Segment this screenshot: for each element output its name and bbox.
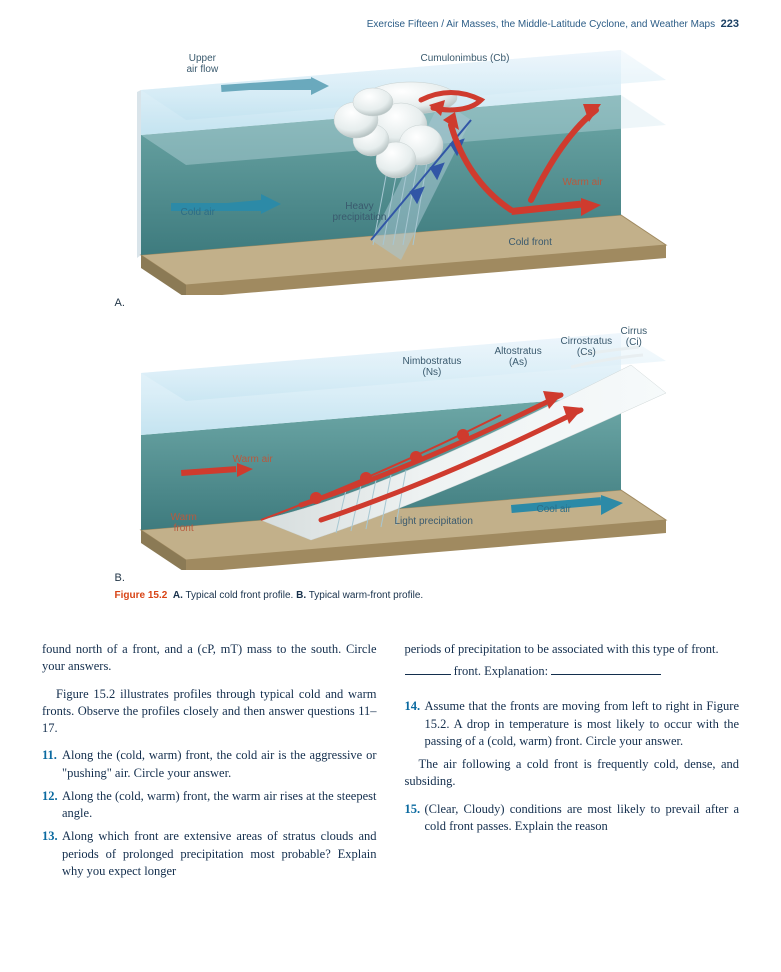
- label-light-precip: Light precipitation: [395, 517, 473, 528]
- page-number: 223: [721, 18, 739, 30]
- label-altostratus: Altostratus(As): [495, 347, 542, 368]
- q15-number: 15.: [405, 801, 421, 818]
- caption-a-text: Typical cold front profile.: [185, 590, 293, 601]
- q-15: 15. (Clear, Cloudy) conditions are most …: [425, 801, 740, 836]
- fill-line: front. Explanation:: [405, 662, 740, 680]
- label-cold-front: Cold front: [509, 238, 552, 249]
- figure-15-2: Upperair flow Cumulonimbus (Cb) Cold air…: [111, 40, 671, 601]
- q13-number: 13.: [42, 828, 58, 845]
- label-cirrus: Cirrus(Ci): [621, 327, 648, 348]
- q12-number: 12.: [42, 788, 58, 805]
- right-cont: periods of precipitation to be associate…: [405, 641, 740, 658]
- label-cold-air: Cold air: [181, 208, 215, 219]
- body-columns: found north of a front, and a (cP, mT) m…: [42, 641, 739, 886]
- label-warm-air-b: Warm air: [233, 455, 273, 466]
- panel-b-letter: B.: [115, 572, 671, 584]
- label-nimbostratus: Nimbostratus(Ns): [403, 357, 462, 378]
- figure-caption-label: Figure 15.2: [115, 590, 168, 601]
- p-after-14: The air following a cold front is freque…: [405, 756, 740, 791]
- panel-a-letter: A.: [115, 297, 671, 309]
- label-heavy-precip: Heavyprecipitation: [333, 202, 387, 223]
- questions-right: 14. Assume that the fronts are moving fr…: [405, 698, 740, 750]
- caption-b-bold: B.: [296, 590, 306, 601]
- q11-number: 11.: [42, 747, 57, 764]
- left-column: found north of a front, and a (cP, mT) m…: [42, 641, 377, 886]
- page: Exercise Fifteen / Air Masses, the Middl…: [0, 0, 781, 926]
- q-12: 12. Along the (cold, warm) front, the wa…: [62, 788, 377, 823]
- q14-number: 14.: [405, 698, 421, 715]
- q12-text: Along the (cold, warm) front, the warm a…: [62, 789, 377, 820]
- figure-panel-b: Nimbostratus(Ns) Altostratus(As) Cirrost…: [111, 315, 671, 584]
- left-p2: Figure 15.2 illustrates profiles through…: [42, 686, 377, 738]
- label-cool-air: Cool air: [537, 505, 571, 516]
- q-13: 13. Along which front are extensive area…: [62, 828, 377, 880]
- fill-front-label: front. Explanation:: [454, 664, 548, 678]
- q11-text: Along the (cold, warm) front, the cold a…: [62, 748, 377, 779]
- q13-text: Along which front are extensive areas of…: [62, 829, 377, 878]
- label-upper-air-flow: Upperair flow: [187, 54, 219, 75]
- header-text: Exercise Fifteen / Air Masses, the Middl…: [367, 19, 715, 30]
- questions-left: 11. Along the (cold, warm) front, the co…: [42, 747, 377, 880]
- blank-explanation[interactable]: [551, 662, 661, 675]
- label-cirrostratus: Cirrostratus(Cs): [561, 337, 613, 358]
- caption-a-bold: A.: [173, 590, 183, 601]
- running-header: Exercise Fifteen / Air Masses, the Middl…: [42, 18, 739, 30]
- q-14: 14. Assume that the fronts are moving fr…: [425, 698, 740, 750]
- cold-front-diagram: [111, 40, 671, 295]
- label-warm-air-a: Warm air: [563, 178, 603, 189]
- label-warm-front: Warmfront: [171, 513, 197, 534]
- q14-text: Assume that the fronts are moving from l…: [425, 699, 740, 748]
- caption-b-text: Typical warm-front profile.: [309, 590, 423, 601]
- blank-front[interactable]: [405, 662, 451, 675]
- right-column: periods of precipitation to be associate…: [405, 641, 740, 886]
- figure-panel-a: Upperair flow Cumulonimbus (Cb) Cold air…: [111, 40, 671, 309]
- q15-text: (Clear, Cloudy) conditions are most like…: [425, 802, 740, 833]
- q-11: 11. Along the (cold, warm) front, the co…: [62, 747, 377, 782]
- figure-caption: Figure 15.2 A. Typical cold front profil…: [115, 590, 671, 601]
- left-p1: found north of a front, and a (cP, mT) m…: [42, 641, 377, 676]
- label-cumulonimbus: Cumulonimbus (Cb): [421, 54, 510, 65]
- questions-right-2: 15. (Clear, Cloudy) conditions are most …: [405, 801, 740, 836]
